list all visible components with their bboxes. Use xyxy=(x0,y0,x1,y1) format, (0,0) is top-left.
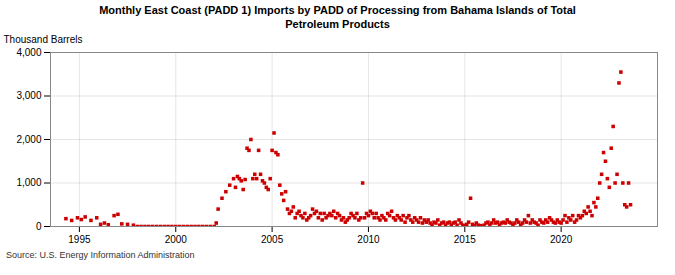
svg-text:2,000: 2,000 xyxy=(16,133,41,144)
svg-text:4,000: 4,000 xyxy=(16,46,41,57)
svg-text:Thousand Barrels: Thousand Barrels xyxy=(4,33,83,44)
svg-text:0: 0 xyxy=(36,220,42,231)
svg-text:2015: 2015 xyxy=(454,233,477,244)
html-text:Monthly East Coast (PADD 1) Im: Monthly East Coast (PADD 1) Imports by P… xyxy=(99,4,576,31)
svg-text:1,000: 1,000 xyxy=(16,177,41,188)
svg-text:2005: 2005 xyxy=(261,233,284,244)
svg-text:1995: 1995 xyxy=(68,233,91,244)
html-text:Source: U.S. Energy Informatio: Source: U.S. Energy Information Administ… xyxy=(6,249,195,260)
svg-text:3,000: 3,000 xyxy=(16,90,41,101)
svg-text:2000: 2000 xyxy=(165,233,188,244)
svg-text:2020: 2020 xyxy=(550,233,573,244)
svg-text:2010: 2010 xyxy=(357,233,380,244)
